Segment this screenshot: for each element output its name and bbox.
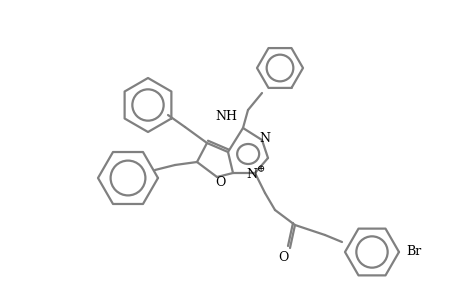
Text: NH: NH — [214, 110, 236, 124]
Text: ⊕: ⊕ — [257, 166, 264, 175]
Text: Br: Br — [405, 245, 420, 259]
Text: N: N — [259, 131, 270, 145]
Text: O: O — [214, 176, 225, 190]
Text: O: O — [277, 251, 287, 265]
Text: N: N — [246, 169, 257, 182]
